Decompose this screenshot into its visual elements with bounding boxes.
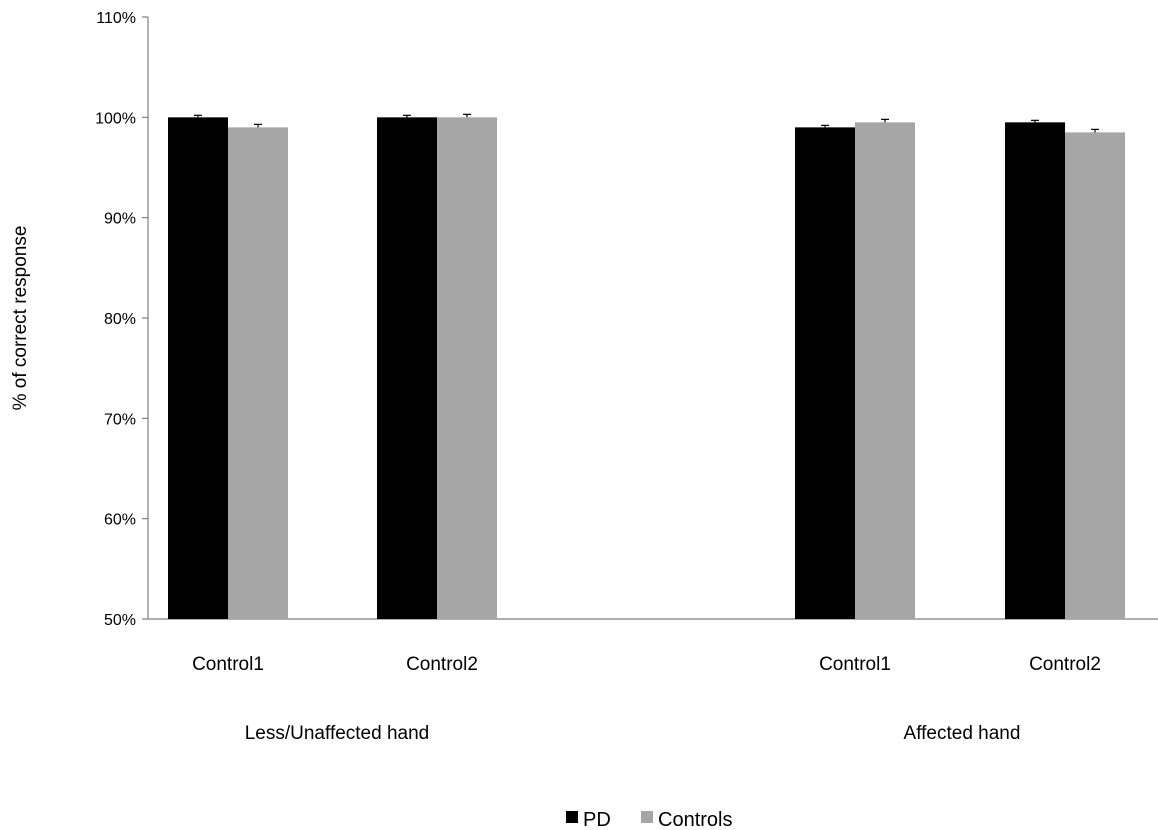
y-tick-label: 100%: [95, 110, 136, 127]
bar-pd: [1005, 122, 1065, 619]
category-label: Control1: [192, 654, 264, 675]
bar-controls: [855, 122, 915, 619]
legend-label: PD: [583, 809, 611, 830]
bar-pd: [377, 117, 437, 619]
legend-label: Controls: [658, 809, 732, 830]
category-label: Control1: [819, 654, 891, 675]
bar-pd: [795, 127, 855, 619]
y-tick-label: 70%: [104, 411, 136, 428]
legend-swatch-controls: [641, 811, 653, 823]
bar-controls: [1065, 132, 1125, 619]
y-tick-label: 60%: [104, 512, 136, 529]
y-axis-title: % of correct response: [10, 226, 31, 411]
legend: PD Controls: [566, 809, 732, 830]
bar-controls: [228, 127, 288, 619]
y-tick-label: 90%: [104, 211, 136, 228]
y-tick-label: 50%: [104, 612, 136, 629]
group-label: Less/Unaffected hand: [245, 723, 430, 744]
labels: Control1 Control2 Less/Unaffected hand Cont…: [192, 654, 1101, 744]
legend-swatch-pd: [566, 811, 578, 823]
y-tick-label: 110%: [96, 10, 136, 27]
y-tick-label: 80%: [104, 311, 136, 328]
category-label: Control2: [406, 654, 478, 675]
bar-pd: [168, 117, 228, 619]
category-label: Control2: [1029, 654, 1101, 675]
group-label: Affected hand: [904, 723, 1021, 744]
bars: [168, 113, 1125, 619]
axes: 50% 60% 70% 80% 90% 100% 110% % of correct resp…: [10, 10, 1158, 629]
bar-controls: [437, 117, 497, 619]
